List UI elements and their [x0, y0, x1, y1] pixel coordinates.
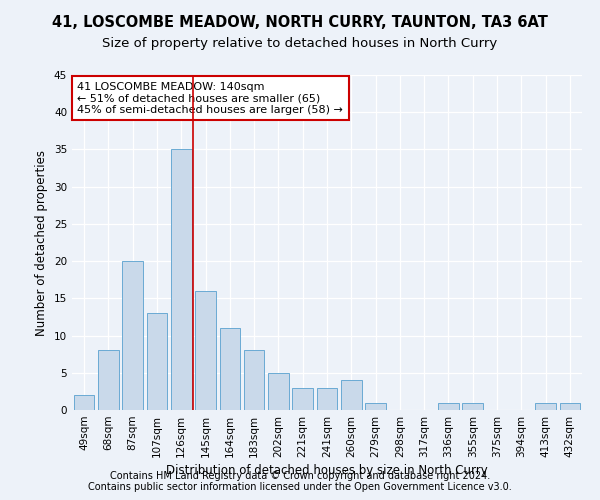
- Bar: [195, 291, 216, 410]
- Bar: [341, 380, 362, 410]
- Text: 41, LOSCOMBE MEADOW, NORTH CURRY, TAUNTON, TA3 6AT: 41, LOSCOMBE MEADOW, NORTH CURRY, TAUNTO…: [52, 15, 548, 30]
- Bar: [535, 402, 556, 410]
- Bar: [98, 350, 119, 410]
- Text: 41 LOSCOMBE MEADOW: 140sqm
← 51% of detached houses are smaller (65)
45% of semi: 41 LOSCOMBE MEADOW: 140sqm ← 51% of deta…: [77, 82, 343, 115]
- Bar: [463, 402, 483, 410]
- Bar: [560, 402, 580, 410]
- Text: Contains HM Land Registry data © Crown copyright and database right 2024.
Contai: Contains HM Land Registry data © Crown c…: [88, 471, 512, 492]
- Bar: [268, 373, 289, 410]
- X-axis label: Distribution of detached houses by size in North Curry: Distribution of detached houses by size …: [166, 464, 488, 477]
- Bar: [292, 388, 313, 410]
- Y-axis label: Number of detached properties: Number of detached properties: [35, 150, 49, 336]
- Bar: [74, 395, 94, 410]
- Bar: [317, 388, 337, 410]
- Bar: [146, 313, 167, 410]
- Text: Size of property relative to detached houses in North Curry: Size of property relative to detached ho…: [103, 38, 497, 51]
- Bar: [438, 402, 459, 410]
- Bar: [365, 402, 386, 410]
- Bar: [171, 150, 191, 410]
- Bar: [122, 261, 143, 410]
- Bar: [220, 328, 240, 410]
- Bar: [244, 350, 265, 410]
